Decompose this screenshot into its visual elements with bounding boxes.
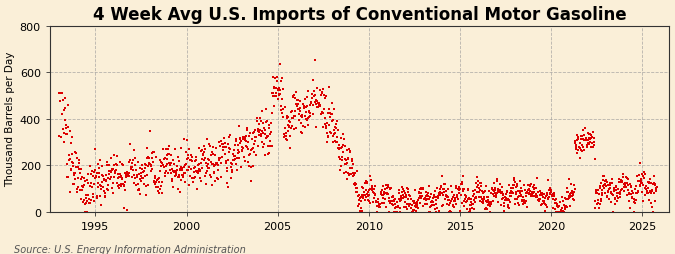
Text: Source: U.S. Energy Information Administration: Source: U.S. Energy Information Administ… <box>14 244 245 254</box>
Y-axis label: Thousand Barrels per Day: Thousand Barrels per Day <box>5 52 16 186</box>
Title: 4 Week Avg U.S. Imports of Conventional Motor Gasoline: 4 Week Avg U.S. Imports of Conventional … <box>93 6 626 23</box>
